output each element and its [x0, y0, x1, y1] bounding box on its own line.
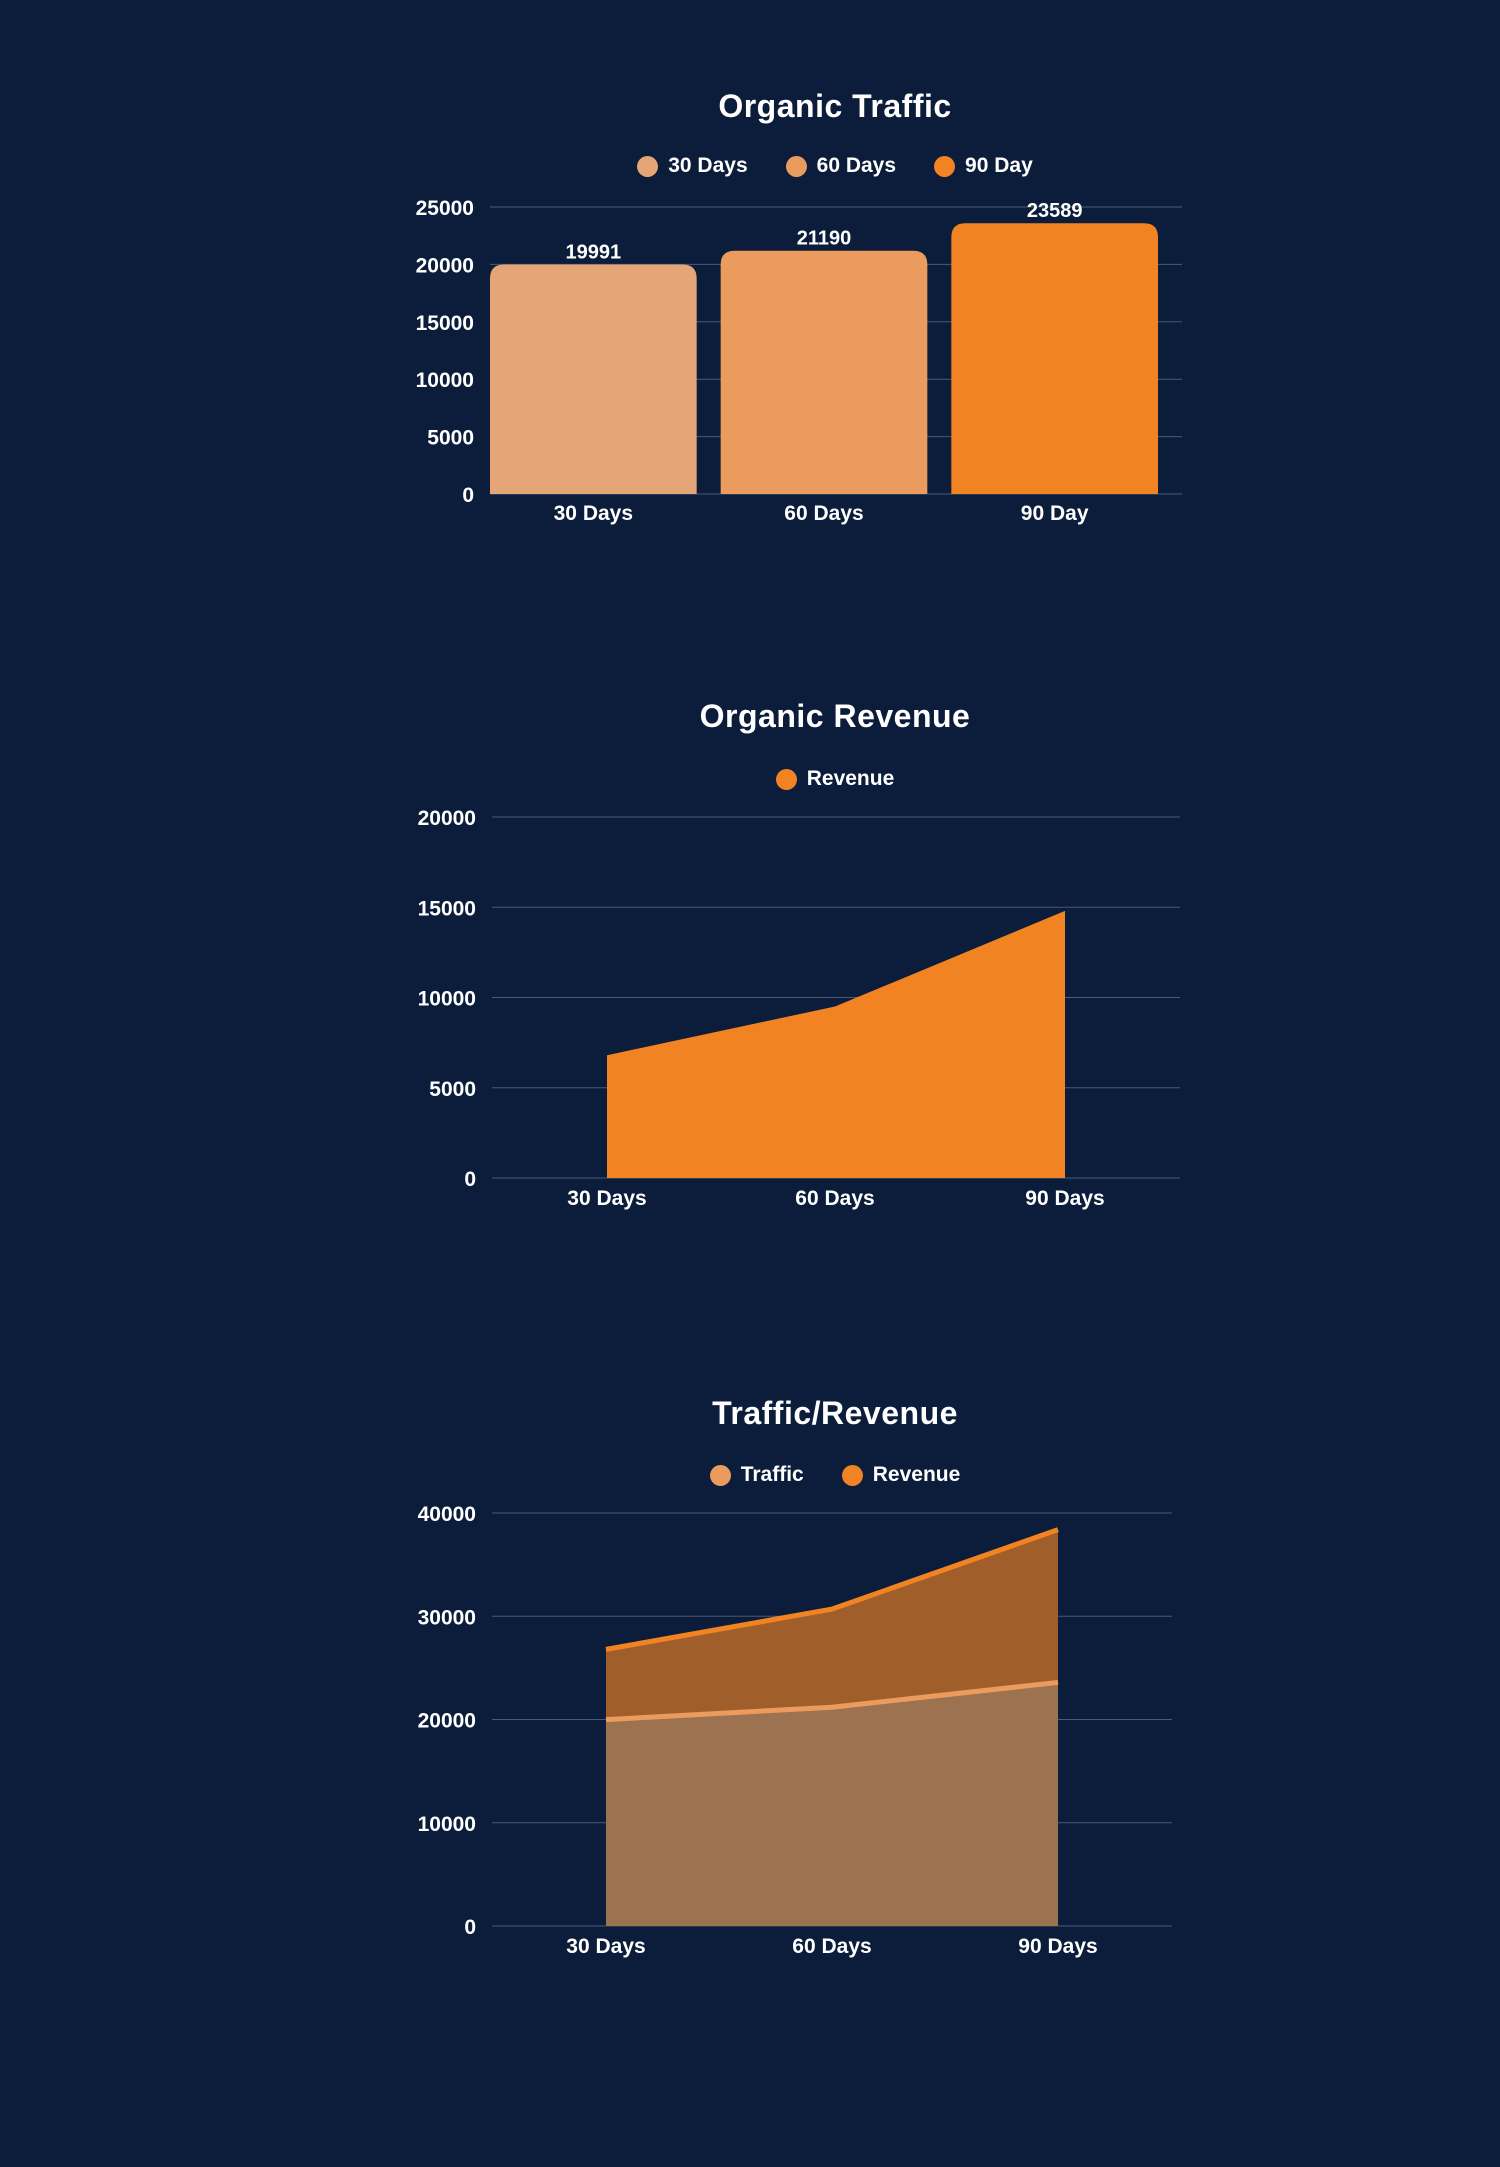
y-tick-label: 30000 [418, 1606, 476, 1629]
legend-item-revenue[interactable]: Revenue [841, 1463, 961, 1487]
legend-swatch [934, 155, 956, 177]
legend-item-revenue[interactable]: Revenue [775, 767, 895, 791]
x-tick-label: 30 Days [554, 502, 633, 525]
y-tick-label: 10000 [416, 369, 474, 392]
area-chart-svg: 0 5000 10000 15000 20000 30 Days 60 Days 90 Day… [418, 807, 1180, 1210]
y-tick-label: 0 [462, 484, 474, 507]
bar [720, 250, 928, 494]
legend-item-90-day[interactable]: 90 Day [934, 154, 1033, 178]
legend-item-traffic[interactable]: Traffic [709, 1463, 804, 1487]
x-tick-label: 90 Days [1018, 1935, 1097, 1958]
x-tick-label: 30 Days [567, 1187, 646, 1210]
y-tick-label: 15000 [418, 897, 476, 920]
y-tick-label: 25000 [416, 197, 474, 220]
y-tick-label: 0 [464, 1168, 476, 1191]
x-tick-label: 60 Days [795, 1187, 874, 1210]
legend-label: 90 Day [965, 154, 1033, 177]
x-tick-label: 60 Days [784, 502, 863, 525]
revenue-line [605, 1527, 1059, 1652]
y-tick-label: 0 [464, 1916, 476, 1939]
legend-swatch [775, 768, 797, 790]
bar-chart-svg: 0 5000 10000 15000 20000 25000 19991 30 Days 211… [416, 197, 1182, 525]
legend-label: Revenue [806, 767, 895, 790]
legend-swatch [637, 155, 659, 177]
chart-title: Traffic/Revenue [712, 1395, 958, 1431]
y-tick-label: 20000 [416, 254, 474, 277]
stacked-area-chart-svg: 0 10000 20000 30000 40000 30 Days 60 Days 90 Da… [418, 1503, 1172, 1958]
y-tick-label: 5000 [427, 427, 474, 450]
data-label: 21190 [797, 228, 852, 250]
data-label: 19991 [566, 242, 622, 264]
bar [951, 223, 1158, 494]
chart-title: Organic Traffic [718, 88, 952, 124]
x-tick-label: 60 Days [792, 1935, 871, 1958]
chart-legend: 30 Days 60 Days 90 Day [0, 154, 1500, 178]
legend-label: 30 Days [668, 154, 748, 177]
legend-item-30-days[interactable]: 30 Days [637, 154, 748, 178]
revenue-area [607, 910, 1065, 1178]
y-tick-label: 15000 [416, 312, 474, 335]
y-tick-label: 40000 [418, 1503, 476, 1526]
y-tick-label: 10000 [418, 1813, 476, 1836]
bar [490, 264, 697, 494]
legend-item-60-days[interactable]: 60 Days [785, 154, 897, 178]
x-tick-label: 90 Days [1025, 1187, 1104, 1210]
y-tick-label: 20000 [418, 1710, 476, 1733]
y-tick-label: 5000 [429, 1078, 476, 1101]
chart-title: Organic Revenue [699, 698, 971, 734]
y-tick-label: 10000 [418, 988, 476, 1011]
legend-label: Traffic [740, 1463, 804, 1486]
legend-label: Revenue [872, 1463, 961, 1486]
chart-legend: Traffic Revenue [0, 1463, 1500, 1487]
traffic-line [605, 1679, 1059, 1723]
legend-label: 60 Days [816, 154, 897, 177]
legend-swatch [709, 1464, 731, 1486]
traffic-area [606, 1682, 1058, 1926]
legend-swatch [785, 155, 807, 177]
revenue-area [606, 1529, 1058, 1720]
data-label: 23589 [1027, 200, 1083, 222]
legend-swatch [841, 1464, 863, 1486]
x-tick-label: 30 Days [566, 1935, 645, 1958]
y-tick-label: 20000 [418, 807, 476, 830]
chart-legend: Revenue [0, 767, 1500, 791]
x-tick-label: 90 Day [1021, 502, 1089, 525]
